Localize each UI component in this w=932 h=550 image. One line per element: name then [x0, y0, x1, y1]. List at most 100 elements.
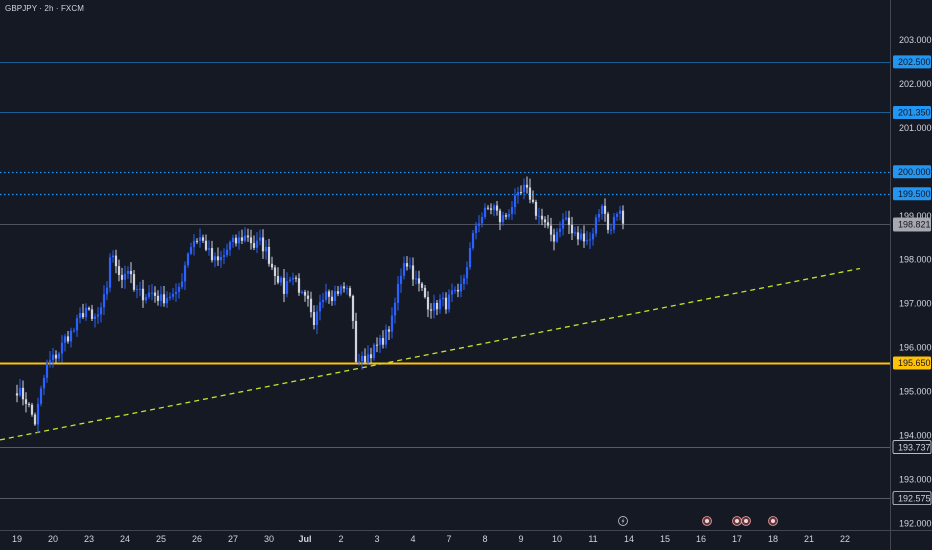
candle-body[interactable] [180, 281, 184, 287]
candle-body[interactable] [591, 233, 595, 240]
candle-body[interactable] [600, 205, 604, 214]
candle-body[interactable] [507, 213, 511, 217]
candle-body[interactable] [483, 207, 487, 217]
candle-body[interactable] [267, 246, 271, 264]
candle-body[interactable] [36, 403, 40, 425]
candle-body[interactable] [72, 330, 76, 332]
candle-body[interactable] [264, 246, 268, 252]
candle-body[interactable] [198, 237, 202, 241]
candle-body[interactable] [540, 215, 544, 220]
candle-body[interactable] [618, 210, 622, 214]
candle-body[interactable] [525, 184, 529, 188]
candle-body[interactable] [432, 302, 436, 311]
candle-body[interactable] [159, 294, 163, 301]
candle-body[interactable] [192, 240, 196, 248]
candle-body[interactable] [492, 205, 496, 210]
candle-body[interactable] [81, 313, 85, 318]
candle-body[interactable] [99, 307, 103, 315]
candle-body[interactable] [156, 295, 160, 301]
candle-body[interactable] [429, 309, 433, 311]
price-level-badge[interactable] [893, 356, 931, 370]
candle-body[interactable] [438, 299, 442, 310]
candle-body[interactable] [333, 291, 337, 302]
candle-body[interactable] [285, 281, 289, 294]
candle-body[interactable] [375, 344, 379, 346]
candle-body[interactable] [210, 248, 214, 261]
candle-body[interactable] [621, 210, 625, 224]
candle-body[interactable] [444, 297, 448, 310]
candle-body[interactable] [102, 294, 106, 308]
candle-body[interactable] [327, 291, 331, 297]
candle-body[interactable] [486, 207, 490, 209]
candle-body[interactable] [396, 283, 400, 303]
candle-body[interactable] [498, 210, 502, 223]
candle-body[interactable] [276, 276, 280, 283]
candle-body[interactable] [582, 233, 586, 242]
candle-body[interactable] [510, 207, 514, 214]
candle-body[interactable] [408, 265, 412, 267]
candle-body[interactable] [114, 255, 118, 267]
candle-body[interactable] [228, 242, 232, 250]
candle-body[interactable] [150, 292, 154, 294]
candle-body[interactable] [309, 298, 313, 313]
candle-body[interactable] [513, 195, 517, 208]
candle-body[interactable] [240, 237, 244, 241]
candle-body[interactable] [105, 287, 109, 295]
candle-body[interactable] [21, 387, 25, 400]
candle-body[interactable] [174, 291, 178, 294]
price-level-badge[interactable] [893, 187, 931, 201]
candle-body[interactable] [471, 233, 475, 249]
candle-body[interactable] [126, 271, 130, 274]
candle-body[interactable] [534, 201, 538, 216]
candle-body[interactable] [30, 404, 34, 415]
candle-body[interactable] [252, 243, 256, 248]
candle-body[interactable] [348, 288, 352, 296]
candle-body[interactable] [219, 256, 223, 261]
candle-body[interactable] [474, 225, 478, 234]
candle-body[interactable] [273, 267, 277, 277]
candle-body[interactable] [387, 329, 391, 332]
candle-body[interactable] [390, 315, 394, 332]
candle-body[interactable] [63, 336, 67, 343]
candle-body[interactable] [48, 360, 52, 363]
candle-body[interactable] [453, 289, 457, 291]
candle-body[interactable] [255, 240, 259, 248]
candle-body[interactable] [495, 205, 499, 211]
candle-body[interactable] [51, 354, 55, 361]
price-level-badge[interactable] [893, 105, 931, 119]
candle-body[interactable] [426, 297, 430, 310]
candle-body[interactable] [519, 192, 523, 194]
candle-body[interactable] [558, 228, 562, 232]
candle-body[interactable] [249, 237, 253, 244]
candle-body[interactable] [54, 354, 58, 359]
candle-body[interactable] [516, 192, 520, 196]
price-level-badge[interactable] [893, 165, 931, 179]
candle-body[interactable] [381, 338, 385, 345]
candle-body[interactable] [201, 237, 205, 241]
candle-body[interactable] [261, 237, 265, 252]
candle-body[interactable] [291, 277, 295, 280]
candle-body[interactable] [135, 289, 139, 291]
candle-body[interactable] [378, 338, 382, 345]
candle-body[interactable] [372, 344, 376, 359]
candle-body[interactable] [549, 225, 553, 235]
candle-body[interactable] [585, 240, 589, 242]
candle-body[interactable] [324, 291, 328, 300]
candle-body[interactable] [462, 278, 466, 284]
candle-body[interactable] [282, 277, 286, 294]
candle-body[interactable] [468, 248, 472, 268]
candle-body[interactable] [162, 294, 166, 304]
candle-body[interactable] [357, 361, 361, 363]
candle-body[interactable] [543, 219, 547, 223]
candle-body[interactable] [93, 316, 97, 319]
candle-body[interactable] [354, 320, 358, 362]
candle-body[interactable] [402, 263, 406, 276]
candle-body[interactable] [573, 232, 577, 234]
candle-body[interactable] [369, 354, 373, 359]
candle-body[interactable] [423, 287, 427, 298]
candle-body[interactable] [615, 213, 619, 217]
candle-body[interactable] [234, 237, 238, 244]
candle-body[interactable] [123, 273, 127, 280]
candle-body[interactable] [177, 286, 181, 292]
